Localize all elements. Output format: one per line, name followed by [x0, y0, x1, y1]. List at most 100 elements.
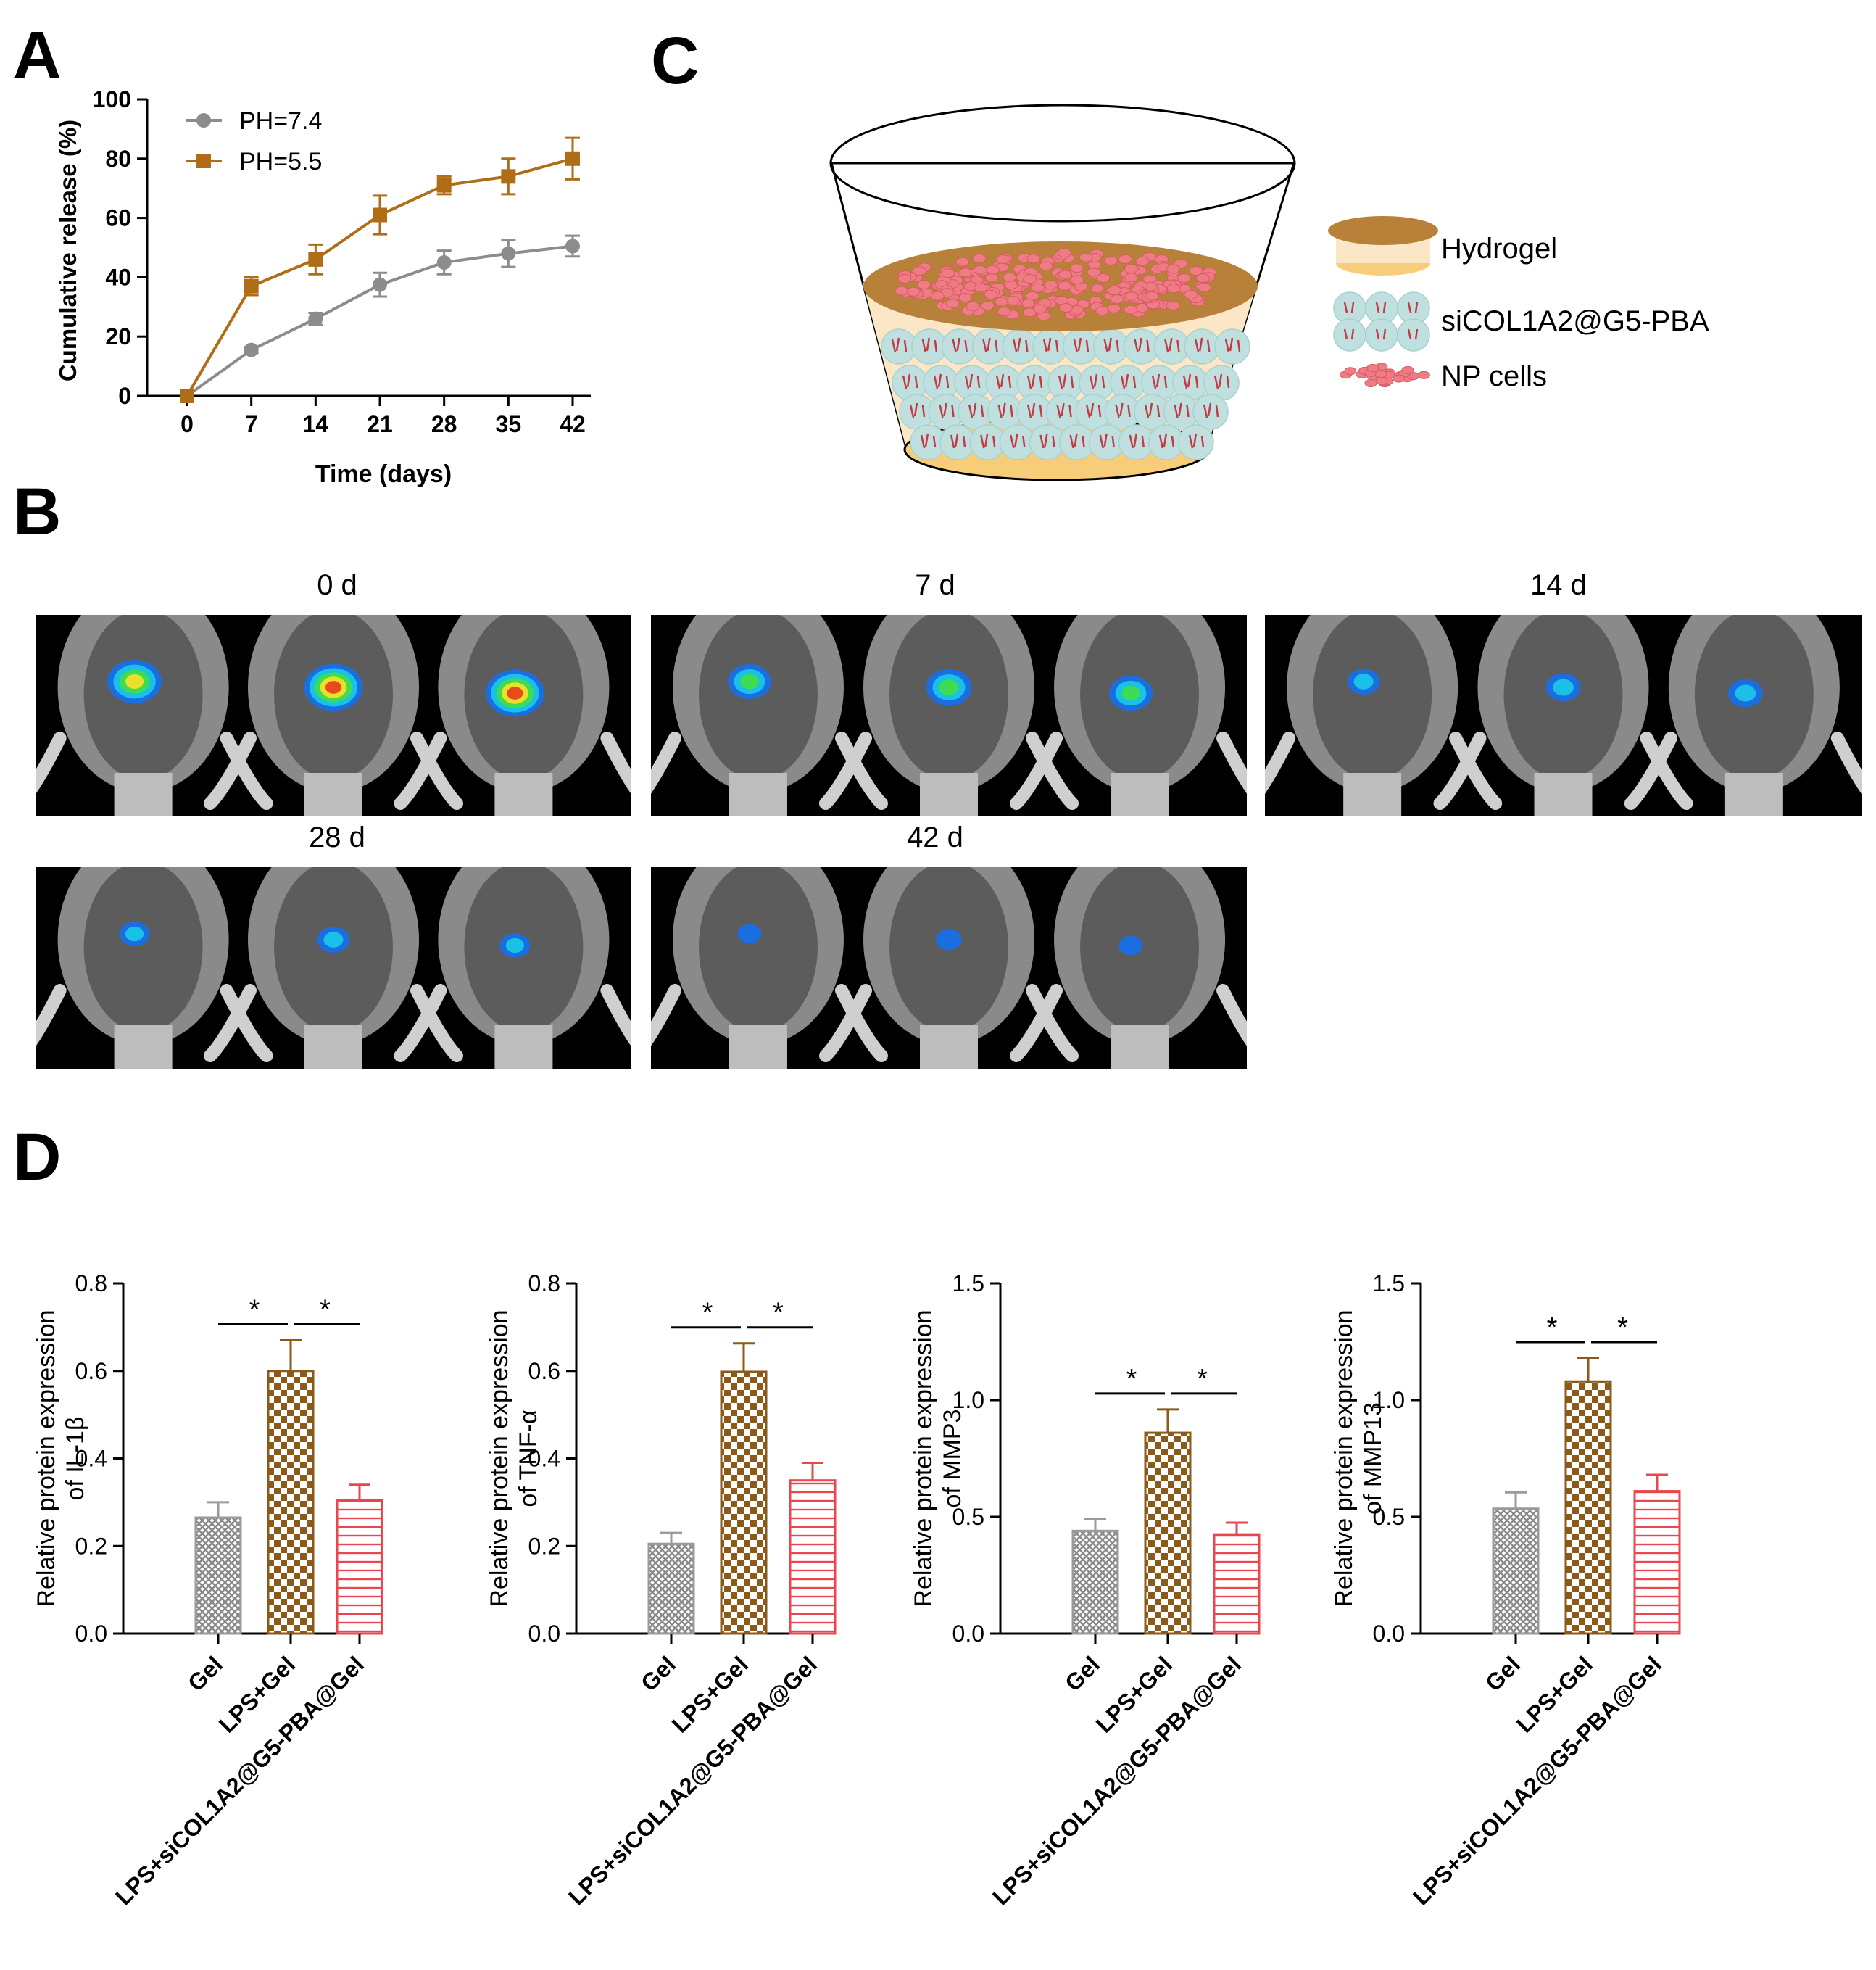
- np-cell: [958, 268, 973, 278]
- y-axis-title: Relative protein expression: [1330, 1309, 1358, 1607]
- np-cell: [947, 270, 962, 281]
- np-cell: [1072, 309, 1087, 319]
- np-cell: [936, 300, 950, 310]
- nanoparticle: [892, 365, 928, 401]
- significance-marker: *: [702, 1298, 713, 1328]
- np-cell: [1090, 302, 1104, 312]
- bar: [789, 1479, 837, 1635]
- nanoparticle: [1333, 291, 1366, 325]
- np-cell: [1023, 268, 1037, 278]
- fluorescence-signal: [740, 674, 759, 690]
- sirna-strand: [933, 373, 950, 389]
- legend-np-cells: NP cells: [1441, 360, 1547, 392]
- np-cell: [1189, 265, 1203, 276]
- np-cell: [1026, 254, 1041, 264]
- significance-marker: *: [320, 1294, 331, 1325]
- np-cell: [1039, 261, 1053, 271]
- cells-legend-icon: [1340, 363, 1430, 388]
- np-cell: [1197, 282, 1211, 292]
- np-cell: [1050, 268, 1065, 278]
- y-tick-label: 0.0: [952, 1621, 984, 1647]
- imaging-frame-0d: [36, 615, 631, 816]
- nanoparticle: [1104, 394, 1141, 430]
- imaging-frame-42d: [651, 867, 1247, 1069]
- np-cell: [1058, 302, 1073, 313]
- sirna-strand: [1343, 328, 1355, 340]
- np-cell: [974, 279, 989, 289]
- x-tick-label: 21: [367, 411, 393, 437]
- np-cell: [1069, 263, 1084, 273]
- np-cell: [1365, 368, 1378, 377]
- np-cell: [1378, 379, 1391, 388]
- mouse-tail-base: [494, 1025, 553, 1069]
- np-cell: [906, 286, 921, 297]
- np-cell: [1003, 280, 1018, 290]
- nanoparticle-layer: [881, 328, 1250, 460]
- np-cell: [1006, 296, 1021, 306]
- sirna-strand: [1343, 302, 1355, 313]
- sirna-strand: [1069, 433, 1085, 449]
- np-cell: [937, 275, 951, 285]
- data-point: [308, 252, 323, 267]
- fluorescence-signal: [939, 679, 959, 695]
- y-tick-label: 0.2: [75, 1533, 107, 1559]
- np-cell: [1366, 363, 1379, 372]
- sirna-strand: [950, 433, 966, 449]
- timepoint-label-14d: 14 d: [1530, 569, 1587, 601]
- np-cell: [1104, 291, 1118, 301]
- fluorescence-signal: [1353, 674, 1374, 690]
- np-cell: [1124, 305, 1138, 315]
- np-cell: [1025, 291, 1039, 301]
- np-cell: [1005, 310, 1020, 320]
- fluorescence-signal: [505, 938, 525, 953]
- data-point: [244, 278, 259, 294]
- cup-rim: [829, 104, 1296, 223]
- np-cell: [1379, 371, 1392, 380]
- np-cell: [1079, 252, 1093, 262]
- np-cell: [1124, 264, 1138, 274]
- mouse-tail-base: [1111, 773, 1169, 816]
- y-axis-title: of IL-1β: [62, 1417, 89, 1501]
- cup-body: [830, 162, 1296, 476]
- x-tick-label: 14: [303, 411, 329, 437]
- sirna-strand: [1134, 337, 1150, 353]
- sirna-strand: [902, 373, 918, 389]
- np-cell: [1151, 280, 1166, 290]
- np-cell: [971, 267, 985, 277]
- nanoparticle: [971, 328, 1008, 365]
- nanoparticle: [1047, 365, 1084, 401]
- sirna-strand: [1089, 373, 1105, 389]
- mouse-legs: [1010, 732, 1247, 810]
- fluorescence-signal: [507, 687, 523, 700]
- y-tick-label: 0.5: [952, 1504, 984, 1530]
- significance-marker: *: [773, 1298, 784, 1328]
- significance-marker: *: [1617, 1312, 1628, 1343]
- mouse-tail-base: [729, 1025, 787, 1069]
- np-cell: [1153, 284, 1167, 294]
- np-cell: [1366, 372, 1379, 381]
- np-cell: [960, 268, 975, 278]
- nanoparticle: [1016, 365, 1053, 401]
- np-cell: [1394, 371, 1407, 380]
- np-cell: [898, 287, 913, 297]
- np-cell: [1096, 273, 1111, 283]
- x-tick-label: 0: [180, 411, 194, 437]
- np-cell: [1201, 272, 1216, 282]
- bar: [1144, 1431, 1192, 1635]
- sirna-strand: [1144, 402, 1161, 418]
- np-cell: [1088, 296, 1103, 306]
- np-cell: [1142, 252, 1156, 262]
- sirna-strand: [1026, 402, 1043, 418]
- y-tick-label: 0.4: [528, 1446, 560, 1472]
- np-cell: [1103, 256, 1118, 266]
- mouse-legs: [1433, 732, 1693, 810]
- np-cell: [1037, 311, 1051, 321]
- fluorescence-signal: [1118, 935, 1143, 956]
- np-cell: [1131, 285, 1145, 295]
- panel-letter-b: B: [13, 475, 62, 549]
- fluorescence-signal: [1121, 685, 1140, 701]
- np-cell: [995, 262, 1009, 273]
- np-cell: [1023, 274, 1037, 284]
- gel-bottom: [903, 418, 1211, 481]
- np-cell: [1135, 303, 1150, 313]
